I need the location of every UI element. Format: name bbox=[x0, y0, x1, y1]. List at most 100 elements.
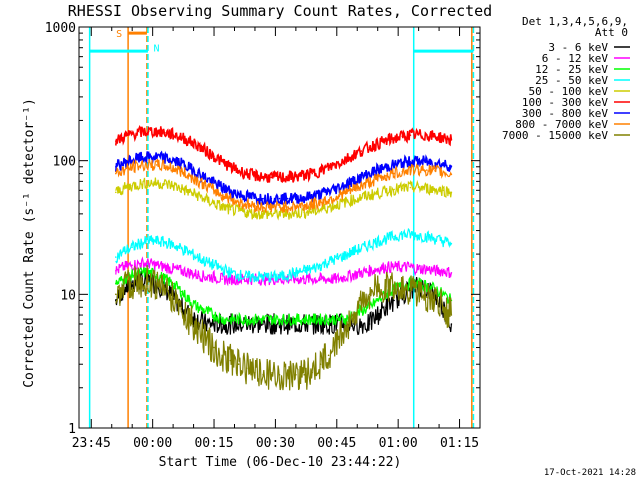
y-tick-label: 10 bbox=[60, 288, 76, 303]
series-5-point bbox=[319, 208, 322, 211]
series-2-point bbox=[393, 266, 395, 268]
series-1-point bbox=[352, 323, 355, 325]
series-7-point bbox=[368, 172, 371, 175]
series-7-point bbox=[123, 162, 125, 164]
x-tick-label: 01:00 bbox=[379, 436, 418, 451]
series-5-point bbox=[229, 208, 232, 211]
series-2-point bbox=[434, 270, 436, 272]
series-4-point bbox=[155, 240, 158, 242]
series-7-point bbox=[262, 197, 264, 200]
series-5-point bbox=[205, 199, 207, 201]
legend-entry-label: 300 - 800 keV bbox=[522, 107, 608, 120]
timestamp: 17-Oct-2021 14:28 bbox=[544, 468, 636, 478]
series-4-point bbox=[434, 238, 436, 240]
series-1-point bbox=[450, 323, 453, 325]
series-9-point bbox=[270, 374, 273, 376]
series-3-point bbox=[376, 299, 379, 302]
series-1-point bbox=[336, 323, 338, 325]
series-8-point bbox=[254, 204, 256, 207]
legend-entry-label: 800 - 7000 keV bbox=[515, 118, 608, 131]
series-9-point bbox=[376, 288, 379, 290]
series-7-point bbox=[311, 195, 314, 198]
series-9-point bbox=[237, 363, 240, 366]
series-7-point bbox=[286, 197, 289, 200]
series-7-point bbox=[278, 197, 281, 200]
series-4-point bbox=[303, 270, 305, 272]
series-7-point bbox=[188, 167, 191, 169]
series-4-point bbox=[368, 243, 371, 246]
series-8-point bbox=[246, 203, 248, 206]
series-line-9 bbox=[115, 264, 452, 391]
series-9-point bbox=[278, 374, 281, 376]
series-4-point bbox=[360, 247, 363, 250]
series-2-point bbox=[409, 266, 412, 268]
series-3-point bbox=[164, 278, 166, 280]
series-5-point bbox=[360, 196, 363, 199]
series-6-point bbox=[327, 166, 330, 169]
series-8-point bbox=[213, 189, 215, 192]
series-4-point bbox=[352, 250, 355, 253]
series-9-point bbox=[172, 296, 174, 299]
legend-entry-label: 25 - 50 keV bbox=[535, 74, 608, 87]
series-8-point bbox=[123, 169, 125, 171]
series-3-point bbox=[303, 318, 305, 321]
x-axis-ticks: 23:45 00:00 00:15 00:30 00:45 01:00 01:15 bbox=[72, 27, 481, 451]
series-7-point bbox=[393, 164, 395, 166]
series-1-point bbox=[196, 318, 199, 321]
series-4-point bbox=[246, 276, 248, 278]
series-2-point bbox=[139, 262, 142, 265]
series-8-point bbox=[352, 188, 355, 191]
series-6-point bbox=[164, 131, 166, 134]
series-6-point bbox=[450, 139, 453, 141]
series-2-point bbox=[344, 276, 346, 278]
series-3-point bbox=[147, 272, 150, 274]
series-6-point bbox=[434, 135, 436, 138]
series-9-point bbox=[442, 306, 445, 309]
series-2-point bbox=[336, 278, 338, 280]
series-4-point bbox=[196, 256, 199, 258]
series-3-point bbox=[229, 318, 232, 321]
series-4-point bbox=[327, 261, 330, 263]
series-7-point bbox=[401, 162, 404, 164]
series-5-point bbox=[123, 187, 125, 190]
series-8-point bbox=[180, 170, 183, 173]
series-2-point bbox=[368, 270, 371, 272]
series-2-point bbox=[295, 278, 297, 280]
series-9-point bbox=[286, 374, 289, 376]
series-9-point bbox=[303, 374, 305, 376]
series-6-point bbox=[188, 140, 191, 142]
series-3-point bbox=[180, 290, 183, 293]
series-6-point bbox=[221, 161, 223, 163]
series-3-point bbox=[196, 306, 199, 309]
series-8-point bbox=[311, 203, 314, 206]
series-7-point bbox=[254, 196, 256, 199]
series-4-point bbox=[393, 235, 395, 238]
series-6-point bbox=[254, 175, 256, 177]
series-6-point bbox=[352, 154, 355, 156]
y-tick-label: 100 bbox=[53, 155, 76, 170]
legend-entry-label: 3 - 6 keV bbox=[548, 41, 608, 54]
series-3-point bbox=[295, 318, 297, 321]
series-2-point bbox=[319, 278, 322, 280]
series-5-point bbox=[393, 188, 395, 191]
series-2-point bbox=[180, 270, 183, 272]
series-9-point bbox=[409, 290, 412, 293]
series-7-point bbox=[376, 169, 379, 171]
series-8-point bbox=[115, 172, 117, 175]
series-5-point bbox=[336, 203, 338, 206]
series-9-point bbox=[352, 314, 355, 316]
series-8-point bbox=[393, 172, 395, 175]
series-2-point bbox=[327, 278, 330, 280]
series-2-point bbox=[450, 272, 453, 274]
series-2-point bbox=[205, 276, 207, 278]
series-7-point bbox=[147, 156, 150, 159]
series-7-point bbox=[270, 197, 273, 200]
series-5-point bbox=[115, 191, 117, 194]
series-2-point bbox=[376, 268, 379, 270]
series-5-point bbox=[180, 187, 183, 190]
series-2-point bbox=[246, 278, 248, 280]
series-4-point bbox=[139, 242, 142, 245]
series-1-point bbox=[360, 323, 363, 325]
series-5-point bbox=[327, 206, 330, 208]
